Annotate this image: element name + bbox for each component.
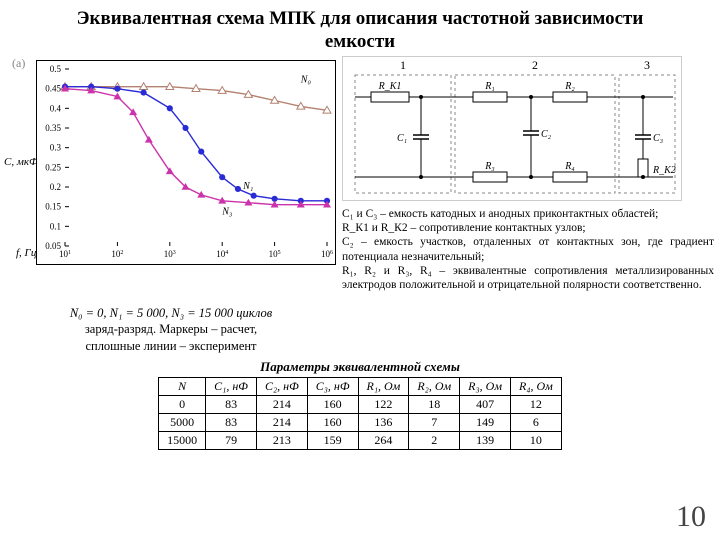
table-cell: 5000 <box>159 414 206 432</box>
svg-text:0.25: 0.25 <box>45 162 61 172</box>
params-table: NC₁, нФC₂, нФC₃, нФR₁, ОмR₂, ОмR₃, ОмR₄,… <box>158 377 562 450</box>
svg-text:R_К2: R_К2 <box>652 165 676 176</box>
svg-text:N₁: N₁ <box>242 181 253 192</box>
caption-line: заряд-разряд. Маркеры – расчет, <box>12 321 330 338</box>
chart: 1011021031041051060.050.10.150.20.250.30… <box>36 60 336 265</box>
table-header-cell: N <box>159 378 206 396</box>
table-cell: 6 <box>511 414 562 432</box>
table-cell: 7 <box>409 414 460 432</box>
chart-svg: 1011021031041051060.050.10.150.20.250.30… <box>37 61 335 264</box>
svg-text:C₂: C₂ <box>541 129 552 140</box>
right-column: 1 2 3 R_К1 C₁ R₁ R₂ C₂ R₃ R₄ C₃ R_К2 C₁ и C₃ – емко… <box>342 56 714 356</box>
svg-text:0.3: 0.3 <box>50 142 62 152</box>
svg-text:R₃: R₃ <box>484 161 495 172</box>
table-body: 0832141601221840712500083214160136714961… <box>159 396 562 450</box>
table-row: 50008321416013671496 <box>159 414 562 432</box>
table-cell: 10 <box>511 432 562 450</box>
svg-text:3: 3 <box>644 58 650 72</box>
svg-text:R₄: R₄ <box>564 161 575 172</box>
table-header-cell: R₃, Ом <box>460 378 511 396</box>
table-row: 1500079213159264213910 <box>159 432 562 450</box>
svg-text:0.4: 0.4 <box>50 103 62 113</box>
table-cell: 15000 <box>159 432 206 450</box>
page-number: 10 <box>676 500 706 534</box>
table-cell: 18 <box>409 396 460 414</box>
table-row: 0832141601221840712 <box>159 396 562 414</box>
table-cell: 139 <box>460 432 511 450</box>
anno-line: C₁ и C₃ – емкость катодных и анодных при… <box>342 207 714 221</box>
table-cell: 160 <box>307 396 358 414</box>
table-header-row: NC₁, нФC₂, нФC₃, нФR₁, ОмR₂, ОмR₃, ОмR₄,… <box>159 378 562 396</box>
table-header-cell: C₂, нФ <box>256 378 307 396</box>
anno-line: R_К1 и R_К2 – сопротивление контактных у… <box>342 221 714 235</box>
table-cell: 214 <box>256 414 307 432</box>
caption-line: N₀ = 0, N₁ = 5 000, N₃ = 15 000 циклов <box>12 305 330 322</box>
svg-text:C₃: C₃ <box>653 133 664 144</box>
svg-text:0.15: 0.15 <box>45 201 61 211</box>
page-title: Эквивалентная схема МПК для описания час… <box>0 0 720 56</box>
table-header-cell: R₂, Ом <box>409 378 460 396</box>
svg-text:1: 1 <box>400 58 406 72</box>
circuit-svg: 1 2 3 R_К1 C₁ R₁ R₂ C₂ R₃ R₄ C₃ R_К2 <box>343 57 681 200</box>
table-cell: 149 <box>460 414 511 432</box>
svg-text:N₀: N₀ <box>300 74 312 85</box>
chart-x-label: f, Гц <box>16 247 346 259</box>
svg-text:C₁: C₁ <box>397 133 407 144</box>
table-cell: 264 <box>358 432 409 450</box>
svg-text:R_К1: R_К1 <box>378 81 402 92</box>
table-header-cell: C₃, нФ <box>307 378 358 396</box>
left-column: (а) C, мкФ 1011021031041051060.050.10.15… <box>6 56 336 356</box>
table-cell: 12 <box>511 396 562 414</box>
svg-text:0.2: 0.2 <box>50 182 61 192</box>
table-cell: 160 <box>307 414 358 432</box>
table-cell: 83 <box>206 414 257 432</box>
table-cell: 79 <box>206 432 257 450</box>
anno-line: R₁, R₂ и R₃, R₄ – эквивалентные сопротив… <box>342 264 714 293</box>
table-cell: 214 <box>256 396 307 414</box>
table-cell: 2 <box>409 432 460 450</box>
svg-text:0.45: 0.45 <box>45 83 61 93</box>
table-cell: 136 <box>358 414 409 432</box>
caption-line: сплошные линии – эксперимент <box>12 338 330 355</box>
svg-text:2: 2 <box>532 58 538 72</box>
content-row: (а) C, мкФ 1011021031041051060.050.10.15… <box>0 56 720 356</box>
table-title: Параметры эквивалентной схемы <box>0 359 720 375</box>
table-cell: 83 <box>206 396 257 414</box>
chart-y-label: C, мкФ <box>4 156 38 168</box>
table-cell: 213 <box>256 432 307 450</box>
anno-line: C₂ – емкость участков, отдаленных от кон… <box>342 235 714 264</box>
chart-caption: N₀ = 0, N₁ = 5 000, N₃ = 15 000 циклов з… <box>6 305 336 356</box>
table-header-cell: R₁, Ом <box>358 378 409 396</box>
subfig-label: (а) <box>12 56 25 71</box>
table-header-cell: C₁, нФ <box>206 378 257 396</box>
table-cell: 0 <box>159 396 206 414</box>
svg-text:N₃: N₃ <box>221 206 233 217</box>
table-cell: 122 <box>358 396 409 414</box>
table-cell: 407 <box>460 396 511 414</box>
circuit-diagram: 1 2 3 R_К1 C₁ R₁ R₂ C₂ R₃ R₄ C₃ R_К2 <box>342 56 682 201</box>
svg-text:0.35: 0.35 <box>45 123 61 133</box>
svg-text:R₂: R₂ <box>564 81 575 92</box>
svg-text:R₁: R₁ <box>484 81 495 92</box>
table-cell: 159 <box>307 432 358 450</box>
svg-text:0.1: 0.1 <box>50 221 61 231</box>
svg-text:0.5: 0.5 <box>50 64 62 74</box>
table-header-cell: R₄, Ом <box>511 378 562 396</box>
circuit-annotation: C₁ и C₃ – емкость катодных и анодных при… <box>342 207 714 293</box>
